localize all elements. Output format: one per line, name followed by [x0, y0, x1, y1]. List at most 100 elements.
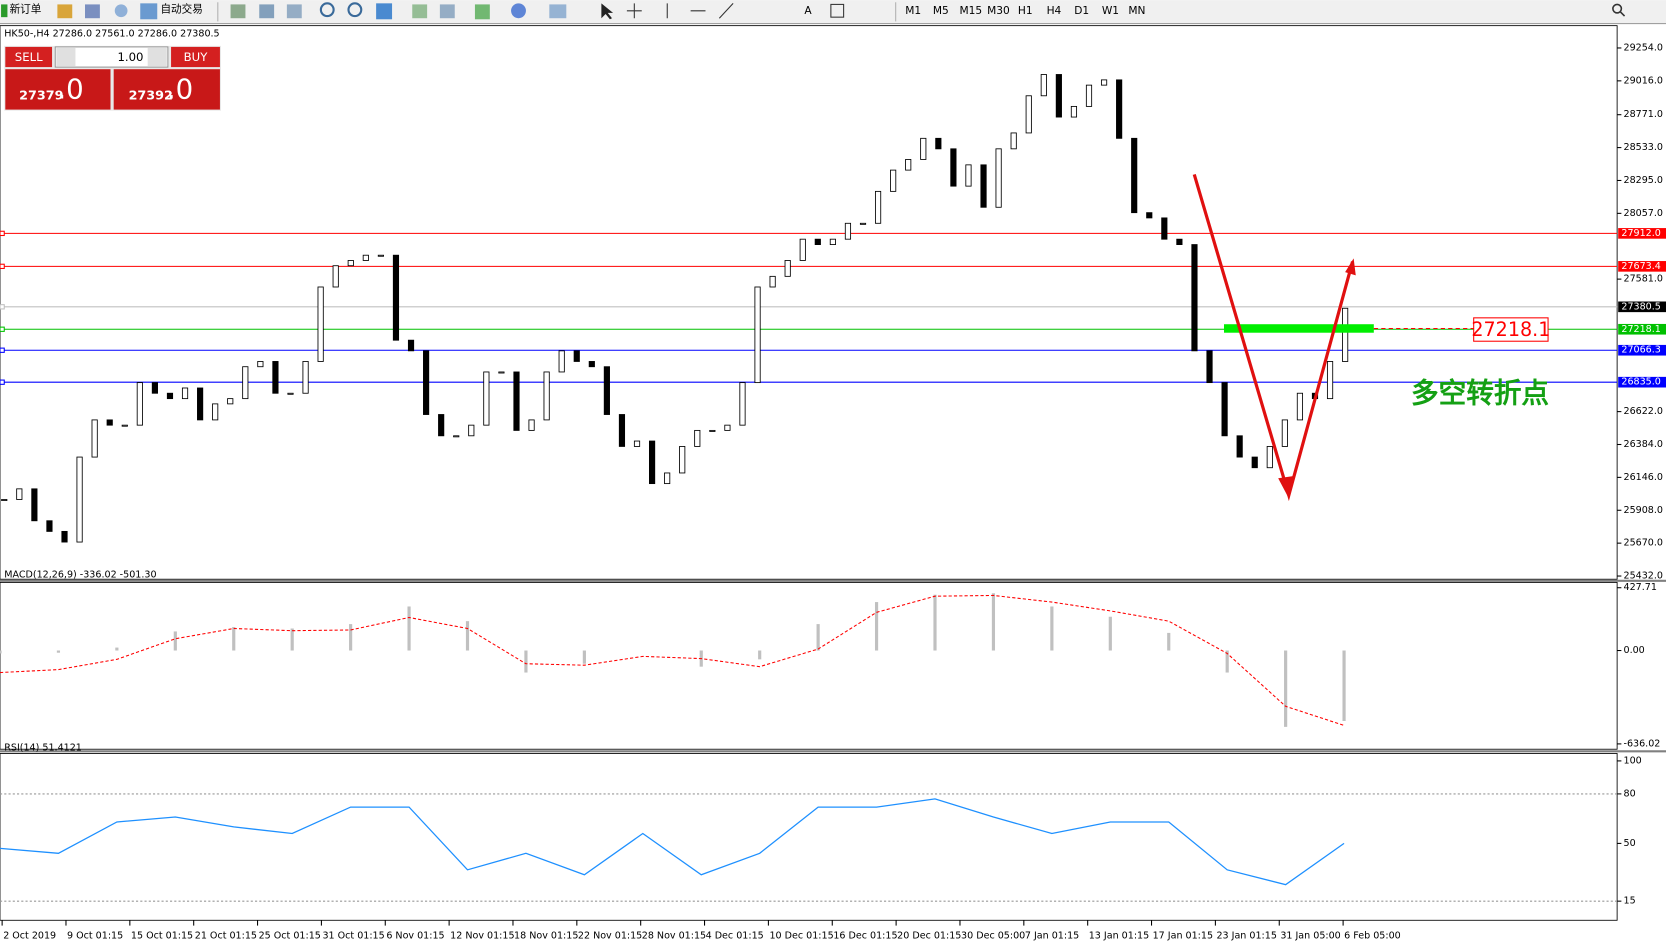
icon[interactable]: [439, 4, 455, 19]
time-label: 22 Nov 01:15: [578, 931, 642, 942]
icon[interactable]: [259, 4, 275, 19]
y-tick-label: 25908.0: [1624, 505, 1663, 516]
sell-price[interactable]: 27379: [19, 88, 63, 103]
level-label: 27673.4: [1621, 261, 1660, 272]
y-tick-label: 27581.0: [1624, 274, 1663, 285]
candle: [151, 382, 158, 394]
candle: [46, 520, 53, 532]
level-label: 27218.1: [1621, 324, 1660, 335]
timeframe-button[interactable]: H1: [1018, 4, 1033, 17]
icon[interactable]: [412, 4, 428, 19]
icon[interactable]: [286, 4, 302, 19]
buy-price-box[interactable]: [113, 69, 220, 110]
search[interactable]: [1612, 3, 1623, 14]
new-order-button[interactable]: 新订单: [10, 3, 42, 16]
candle: [950, 148, 957, 187]
candle: [317, 286, 324, 362]
sell-fraction[interactable]: .0: [57, 72, 83, 105]
time-label: 12 Nov 01:15: [450, 931, 514, 942]
candle: [588, 361, 595, 368]
sell-label[interactable]: SELL: [15, 50, 43, 64]
icon[interactable]: [230, 4, 246, 19]
text-tool[interactable]: A: [804, 4, 812, 17]
icon[interactable]: [57, 4, 73, 19]
sell-button[interactable]: [5, 46, 53, 68]
icon[interactable]: [549, 4, 567, 19]
time-label: 18 Nov 01:15: [514, 931, 578, 942]
candle: [543, 371, 550, 421]
auto-trading-icon[interactable]: [140, 3, 158, 20]
icon[interactable]: [114, 4, 128, 18]
icon[interactable]: [511, 3, 526, 19]
candle: [1266, 446, 1273, 469]
line-tools[interactable]: [666, 2, 734, 19]
timeframe-button[interactable]: H4: [1047, 4, 1062, 17]
candle: [483, 371, 490, 426]
time-label: 16 Dec 01:15: [833, 931, 897, 942]
y-tick-label: 0.00: [1624, 645, 1645, 656]
candle: [91, 419, 98, 458]
time-label: 2 Oct 2019: [3, 931, 56, 942]
time-label: 15 Oct 01:15: [131, 931, 193, 942]
timeframe-button[interactable]: W1: [1102, 4, 1119, 17]
level-label-bg: [1618, 323, 1666, 335]
v-reversal-arrow: [1192, 173, 1355, 502]
level-label-bg: [1618, 261, 1666, 272]
panel-title: MACD(12,26,9) -336.02 -501.30: [4, 569, 156, 580]
candle: [679, 446, 686, 474]
plot: 2 Oct 2019 9 Oct 01:15 15 Oct 01:15 21 Oct …: [0, 29, 1666, 942]
volume-down[interactable]: [56, 47, 76, 67]
timeframe-button[interactable]: M1: [905, 4, 921, 17]
icon[interactable]: [85, 4, 100, 19]
candle: [197, 387, 204, 421]
candle: [407, 339, 415, 352]
auto-trading-button[interactable]: 自动交易: [160, 3, 202, 16]
crosshair-tool[interactable]: [626, 3, 642, 19]
candle: [181, 387, 189, 400]
y-tick-label: 427.71: [1624, 582, 1657, 593]
volume[interactable]: 1.00: [117, 50, 143, 64]
candle: [558, 350, 565, 373]
zoom-in[interactable]: [319, 2, 335, 18]
candle: [1146, 212, 1153, 219]
timeframe-button[interactable]: M30: [987, 4, 1010, 17]
candle: [1191, 244, 1198, 352]
level-box: [1473, 317, 1549, 342]
buy-fraction[interactable]: .0: [167, 72, 193, 105]
candle: [618, 414, 626, 447]
candle: [16, 488, 23, 500]
level-label: 26835.0: [1621, 377, 1660, 388]
timeframe-button[interactable]: M15: [959, 4, 982, 17]
y-tick-label: 100: [1624, 755, 1642, 766]
new-order-icon[interactable]: [1, 4, 8, 18]
candle: [1010, 132, 1017, 150]
icon[interactable]: [474, 4, 490, 20]
cursor-tool[interactable]: [601, 3, 614, 20]
buy-label[interactable]: BUY: [184, 50, 209, 64]
time-label: 17 Jan 01:15: [1153, 931, 1213, 942]
label-tool[interactable]: [830, 3, 845, 18]
zoom-out[interactable]: [347, 2, 363, 18]
candle: [31, 488, 38, 522]
y-tick-label: 28771.0: [1624, 109, 1663, 120]
buy-price[interactable]: 27392: [129, 88, 173, 103]
timeframe-button[interactable]: D1: [1074, 4, 1089, 17]
time-label: 4 Dec 01:15: [706, 931, 764, 942]
timeframe-button[interactable]: MN: [1128, 4, 1145, 17]
volume-up[interactable]: [147, 47, 167, 67]
search: [1619, 11, 1626, 17]
level-marker: [0, 379, 5, 385]
candle: [1131, 137, 1138, 214]
sell-price-box[interactable]: [5, 69, 111, 110]
panel-title: RSI(14) 51.4121: [4, 743, 82, 754]
buy-button[interactable]: [171, 46, 220, 68]
y-tick-label: 25432.0: [1624, 571, 1663, 582]
level-marker: [0, 230, 5, 237]
timeframe-button[interactable]: M5: [933, 4, 949, 17]
volume-field[interactable]: [54, 46, 169, 68]
icon[interactable]: [376, 3, 393, 20]
candle: [1085, 84, 1093, 107]
y-tick-label: 15: [1624, 896, 1636, 907]
candle: [1281, 419, 1288, 447]
